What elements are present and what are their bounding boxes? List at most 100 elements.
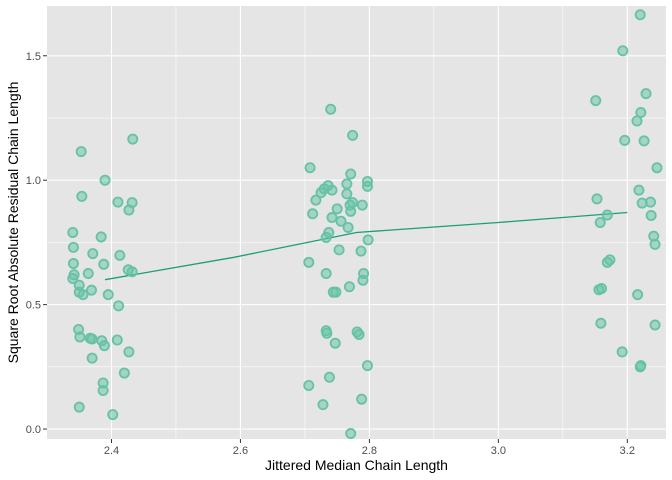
scatter-point [303,379,315,391]
scatter-point [320,268,332,280]
scatter-point [310,194,322,206]
scatter-point [640,88,652,100]
scatter-point [113,300,125,312]
scatter-point [649,319,661,331]
scatter-point [127,133,139,145]
scatter-point [321,327,333,339]
scatter-point [326,212,338,224]
scatter-point [329,337,341,349]
scatter-point [345,205,357,217]
scatter-point [619,134,631,146]
scatter-point [634,9,646,21]
trend-line [104,211,628,281]
scatter-point [651,162,663,174]
scatter-point [326,184,338,196]
scatter-point [335,215,347,227]
y-axis-ticks: 0.0 0.5 1.0 1.5 [26,51,47,436]
scatter-point [601,256,613,268]
scatter-point [77,289,89,301]
scatter-point [304,162,316,174]
scatter-point [112,196,124,208]
scatter-point [645,210,657,222]
scatter-point [315,187,327,199]
scatter-point [594,216,606,228]
scatter-point [67,226,79,238]
scatter-point [638,135,650,147]
scatter-point [362,234,374,246]
scatter-point [95,231,107,243]
scatter-point [126,266,138,278]
scatter-point [343,281,355,293]
y-tick-label: 1.5 [26,51,41,63]
scatter-point [590,95,602,107]
y-tick-label: 0.5 [26,300,41,312]
scatter-point [342,221,354,233]
scatter-point [74,331,86,343]
scatter-point [123,346,135,358]
x-tick-label: 3.2 [620,445,635,457]
scatter-point [76,190,88,202]
trend-line-group [104,211,628,281]
scatter-point [317,399,329,411]
x-tick-label: 2.6 [233,445,248,457]
scatter-point [345,168,357,180]
scatter-point [356,393,368,405]
scatter-point [595,317,607,329]
scatter-point [591,193,603,205]
scatter-point [107,409,119,421]
points-group [67,9,663,440]
scatter-point [649,238,661,250]
scatter-point [636,197,648,209]
scatter-point [617,45,629,57]
scatter-point [75,146,87,158]
scatter-point [345,428,357,440]
scatter-point [111,334,123,346]
scatter-point [303,256,315,268]
scatter-point [361,360,373,372]
x-tick-label: 3.0 [491,445,506,457]
scatter-point [123,204,135,216]
scatter-point [593,284,605,296]
scatter-point [361,180,373,192]
x-tick-label: 2.8 [362,445,377,457]
scatter-point [67,272,79,284]
scatter-point [98,258,110,270]
plot-panel [47,6,666,439]
scatter-point [118,367,130,379]
scatter-point [327,286,339,298]
scatter-point [633,184,645,196]
scatter-point [616,346,628,358]
scatter-point [102,289,114,301]
scatter-point [114,249,126,261]
scatter-point [341,188,353,200]
scatter-point [98,340,110,352]
scatter-point [73,401,85,413]
x-tick-label: 2.4 [104,445,119,457]
x-axis-title: Jittered Median Chain Length [265,457,448,473]
scatter-point [67,258,79,270]
scatter-point [85,284,97,296]
scatter-point [86,352,98,364]
scatter-point [333,244,345,256]
scatter-point [67,241,79,253]
y-tick-label: 0.0 [26,424,41,436]
scatter-point [356,199,368,211]
scatter-point [634,361,646,373]
scatter-point [632,289,644,301]
scatter-point [357,274,369,286]
scatter-point [601,209,613,221]
scatter-point [353,328,365,340]
scatter-point [87,248,99,260]
scatter-point [631,115,643,127]
scatter-point [97,384,109,396]
scatter-point [320,231,332,243]
scatter-point [82,268,94,280]
scatter-point [99,174,111,186]
scatter-point [86,333,98,345]
scatter-point [355,245,367,257]
y-axis-title: Square Root Absolute Residual Chain Leng… [5,82,21,364]
y-tick-label: 1.0 [26,175,41,187]
scatter-point [307,208,319,220]
grid-minor [47,6,666,439]
